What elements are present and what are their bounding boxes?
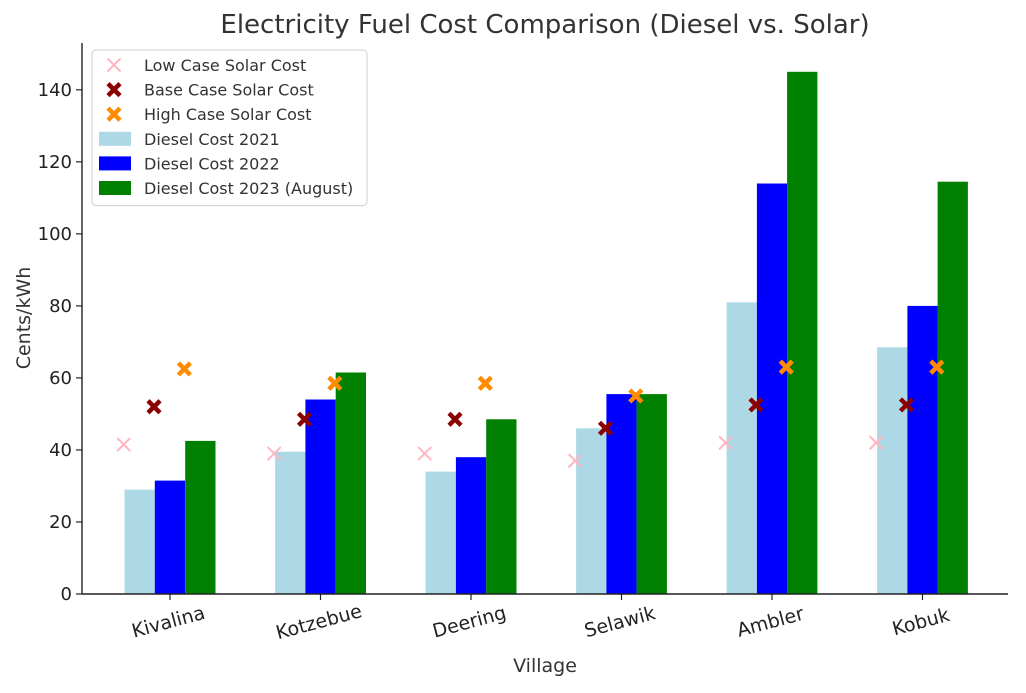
marker-high-kobuk xyxy=(929,359,945,375)
marker-low-ambler xyxy=(718,435,733,450)
marker-base-ambler xyxy=(748,397,764,413)
category-label-selawik: Selawik xyxy=(582,602,658,642)
legend-label-6: Diesel Cost 2023 (August) xyxy=(144,179,353,198)
legend-label-5: Diesel Cost 2022 xyxy=(144,154,280,173)
y-tick-label-20: 20 xyxy=(49,512,72,533)
legend-label-3: High Case Solar Cost xyxy=(144,105,312,124)
y-tick-label-0: 0 xyxy=(61,584,72,605)
category-label-deering: Deering xyxy=(430,602,508,643)
marker-low-kobuk xyxy=(869,435,884,450)
bar-kobuk-1 xyxy=(877,347,908,594)
chart-title: Electricity Fuel Cost Comparison (Diesel… xyxy=(220,10,869,40)
bar-selawik-3 xyxy=(636,394,667,594)
marker-low-kotzebue xyxy=(267,446,282,461)
marker-base-kobuk xyxy=(898,397,915,413)
bar-kotzebue-3 xyxy=(335,372,366,594)
marker-low-selawik xyxy=(568,453,583,468)
marker-high-selawik xyxy=(628,388,644,404)
marker-high-ambler xyxy=(778,359,794,375)
bar-kivalina-3 xyxy=(185,440,216,594)
marker-low-kivalina xyxy=(116,437,131,452)
category-label-kivalina: Kivalina xyxy=(129,602,207,643)
bar-kobuk-3 xyxy=(937,181,968,594)
bar-kivalina-1 xyxy=(124,489,155,594)
legend-label-1: Low Case Solar Cost xyxy=(144,56,306,75)
marker-base-kivalina xyxy=(146,399,162,415)
x-axis-label: Village xyxy=(513,655,577,677)
bar-ambler-2 xyxy=(756,183,788,594)
legend-swatch-1 xyxy=(107,58,121,72)
category-label-kotzebue: Kotzebue xyxy=(274,600,365,644)
y-axis-label: Cents/kWh xyxy=(13,267,35,370)
bar-selawik-2 xyxy=(606,394,637,594)
bar-kotzebue-1 xyxy=(275,451,306,594)
y-tick-label-140: 140 xyxy=(38,80,72,101)
y-tick-label-80: 80 xyxy=(49,296,72,317)
bar-selawik-1 xyxy=(576,428,607,594)
legend-swatch-2 xyxy=(106,82,122,98)
y-tick-label-60: 60 xyxy=(49,368,72,389)
marker-base-kotzebue xyxy=(296,411,313,427)
bar-kivalina-2 xyxy=(154,480,186,594)
marker-high-deering xyxy=(477,375,493,391)
category-label-kobuk: Kobuk xyxy=(890,604,952,640)
marker-high-kotzebue xyxy=(327,375,343,391)
marker-base-selawik xyxy=(597,420,614,436)
bar-kotzebue-2 xyxy=(305,399,336,594)
bar-deering-2 xyxy=(455,457,487,594)
bar-kobuk-2 xyxy=(907,305,938,594)
bar-deering-3 xyxy=(486,419,517,594)
bar-deering-1 xyxy=(425,471,456,594)
bar-ambler-3 xyxy=(787,71,818,595)
legend-label-2: Base Case Solar Cost xyxy=(144,81,314,100)
marker-base-deering xyxy=(447,411,463,427)
legend-swatch-6 xyxy=(99,181,131,195)
category-label-ambler: Ambler xyxy=(735,603,807,642)
legend-label-4: Diesel Cost 2021 xyxy=(144,130,280,149)
y-tick-label-100: 100 xyxy=(38,224,72,245)
marker-high-kivalina xyxy=(176,361,192,377)
legend-swatch-3 xyxy=(106,106,122,122)
plot-area: 0 20 40 60 80 100 120 140 Kivalina Kotzebue Deerin… xyxy=(38,43,1008,644)
legend: Low Case Solar Cost Base Case Solar Cost H… xyxy=(91,49,368,207)
legend-swatch-5 xyxy=(99,156,131,171)
marker-low-deering xyxy=(417,446,432,461)
y-tick-label-40: 40 xyxy=(49,440,72,461)
legend-swatch-4 xyxy=(99,131,131,146)
y-tick-label-120: 120 xyxy=(38,152,72,173)
legend-box xyxy=(91,49,368,207)
